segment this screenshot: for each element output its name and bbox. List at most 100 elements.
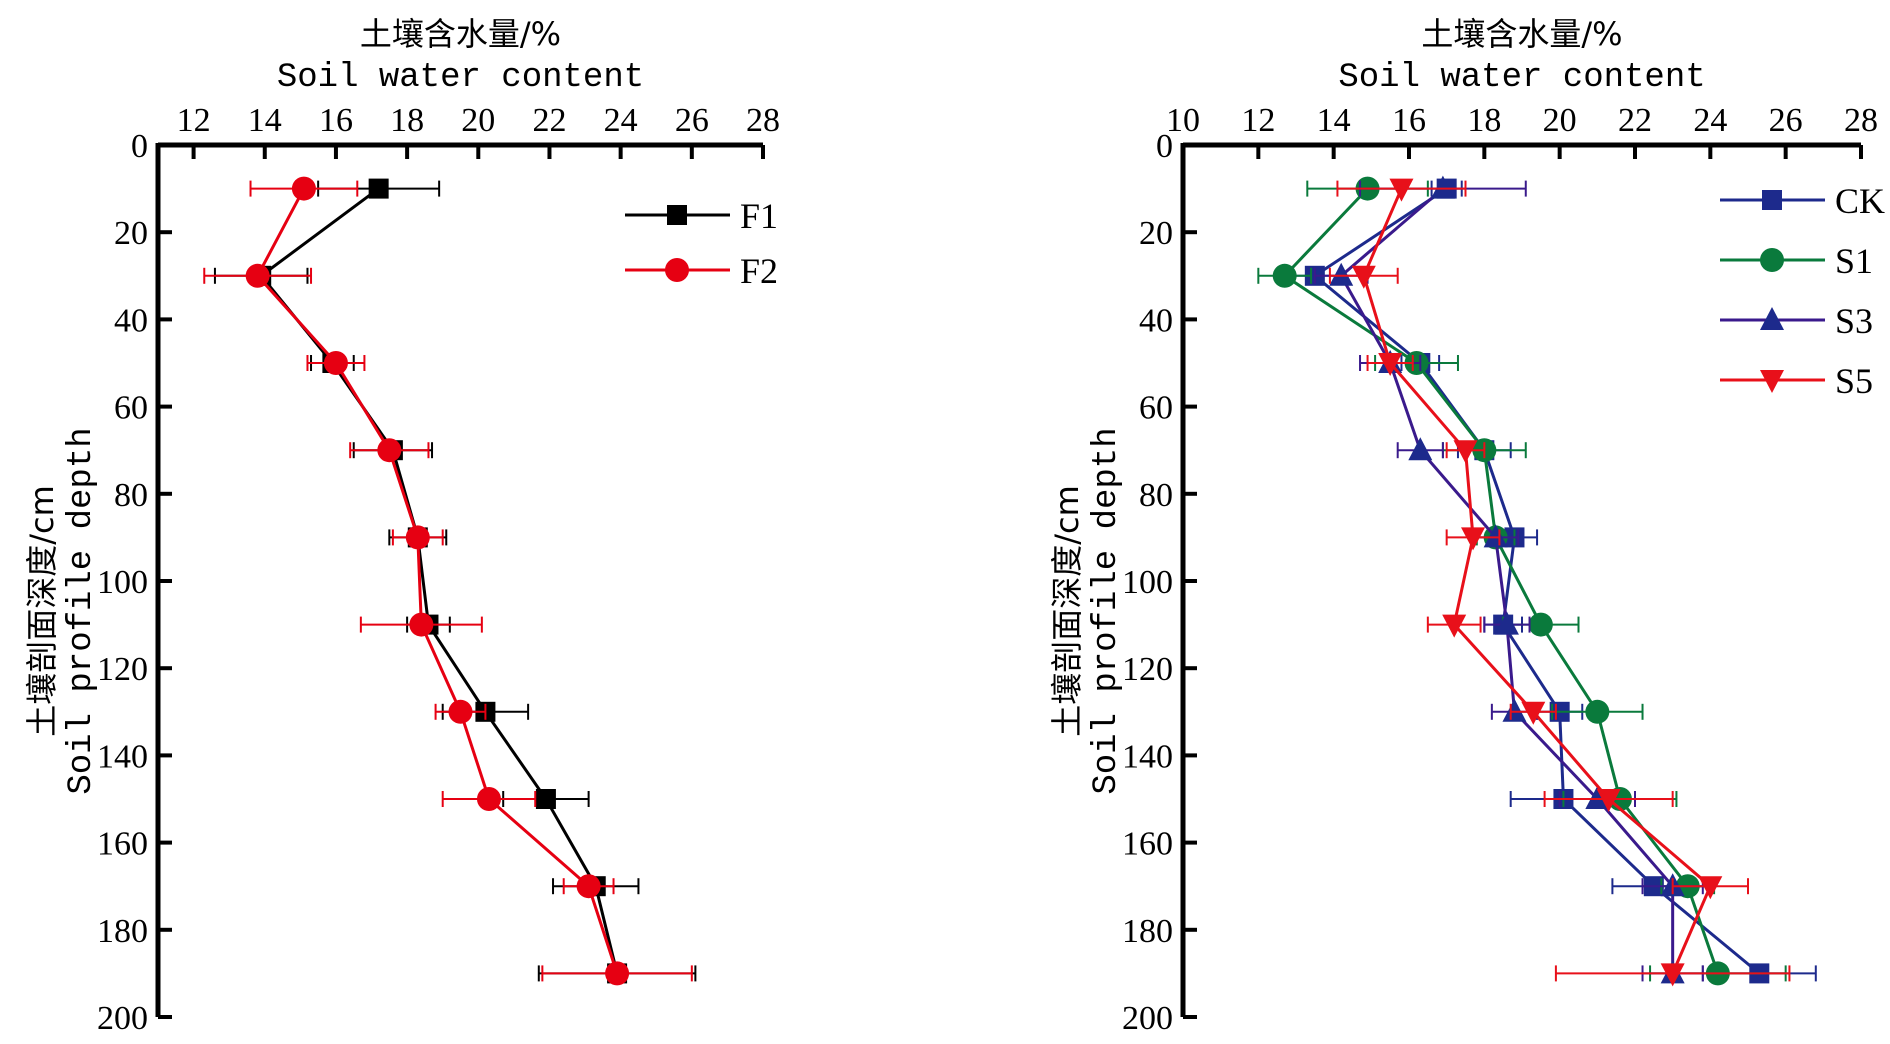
legend-marker: [1760, 248, 1784, 272]
x-tick-label: 26: [1769, 102, 1803, 139]
series-line: [1282, 187, 1720, 974]
series-ck: [1287, 178, 1817, 984]
data-point: [1442, 614, 1467, 638]
legend-label: CK: [1835, 181, 1885, 221]
panel-left: 12 14 16 18 20 22 24 26 28 0 20 40 60 80 100 120 140 160 1…: [23, 15, 780, 1037]
y-tick-label: 20: [114, 215, 148, 252]
y-tick-label: 200: [1122, 1000, 1173, 1037]
y-axis-title: Soil profile depth: [63, 427, 101, 794]
x-axis-title-cn: 土壤含水量/%: [360, 15, 561, 53]
data-point: [1378, 353, 1403, 376]
y-tick-label: 140: [1122, 738, 1173, 775]
data-point: [409, 612, 434, 637]
series-line: [1362, 188, 1713, 974]
data-point: [1461, 527, 1486, 551]
y-axis-title: Soil profile depth: [1088, 427, 1126, 794]
data-point: [1528, 612, 1553, 637]
data-point: [605, 961, 630, 986]
data-point: [1521, 701, 1546, 725]
series-s5: [1328, 178, 1791, 987]
y-tick-label: 60: [114, 390, 148, 427]
series-line: [1312, 187, 1761, 975]
series-s1: [1257, 176, 1787, 986]
legend-item-f2: F2: [625, 251, 778, 291]
y-axis-title-cn: 土壤剖面深度/cm: [1048, 485, 1086, 737]
legend-label: S1: [1835, 241, 1873, 281]
legend-marker: [1760, 307, 1784, 330]
x-tick-label: 28: [1844, 102, 1878, 139]
y-tick-label: 20: [1139, 215, 1173, 252]
legend-item-f1: F1: [625, 196, 778, 236]
data-point: [405, 525, 430, 550]
data-point: [323, 351, 348, 375]
legend-label: S3: [1835, 301, 1873, 341]
x-tick-label: 12: [177, 102, 211, 139]
x-tick-label: 18: [1467, 102, 1501, 139]
x-tick-label: 24: [1693, 102, 1727, 139]
series-line: [255, 187, 619, 974]
data-point: [1494, 611, 1519, 635]
x-tick-label: 16: [319, 102, 353, 139]
y-tick-label: 180: [1122, 913, 1173, 950]
data-point: [1272, 263, 1297, 288]
data-point: [1329, 262, 1354, 286]
series-f2: [203, 176, 693, 986]
data-point: [368, 178, 389, 199]
data-point: [1351, 265, 1376, 289]
x-tick-label: 14: [248, 102, 282, 139]
data-point: [576, 874, 601, 899]
y-tick-label: 100: [97, 564, 148, 601]
data-point: [245, 263, 270, 288]
legend-item-s3: S3: [1720, 301, 1873, 341]
y-tick-label: 100: [1122, 564, 1173, 601]
legend-label: F2: [740, 251, 778, 291]
x-tick-label: 16: [1392, 102, 1426, 139]
x-tick-label: 10: [1166, 102, 1200, 139]
y-tick-label: 140: [97, 738, 148, 775]
series-f1: [213, 178, 697, 984]
data-point: [377, 438, 402, 463]
legend-item-s5: S5: [1720, 361, 1873, 401]
data-point: [1408, 437, 1433, 461]
y-tick-label: 120: [97, 651, 148, 688]
y-tick-label: 160: [1122, 826, 1173, 863]
y-tick-label: 40: [114, 302, 148, 339]
series-line: [259, 187, 619, 974]
y-tick-label: 80: [114, 477, 148, 514]
legend-label: F1: [740, 196, 778, 236]
series-line: [1339, 187, 1675, 974]
data-point: [1585, 699, 1610, 724]
data-point: [1596, 789, 1621, 812]
x-axis-title: Soil water content: [1338, 59, 1705, 97]
y-tick-label: 160: [97, 826, 148, 863]
legend-marker: [1760, 370, 1784, 393]
x-tick-label: 20: [461, 102, 495, 139]
y-tick-label: 0: [1156, 128, 1173, 165]
y-tick-label: 40: [1139, 302, 1173, 339]
data-point: [1389, 178, 1414, 202]
x-axis-title: Soil water content: [277, 59, 644, 97]
data-point: [1453, 440, 1478, 464]
legend-label: S5: [1835, 361, 1873, 401]
data-point: [1698, 876, 1723, 900]
series-s3: [1313, 175, 1704, 984]
legend-marker: [667, 205, 687, 225]
data-point: [476, 787, 501, 811]
data-point: [1430, 175, 1455, 199]
x-tick-label: 22: [532, 102, 566, 139]
legend-item-s1: S1: [1720, 241, 1873, 281]
y-axis-title-cn: 土壤剖面深度/cm: [23, 485, 61, 737]
legend-marker: [1762, 190, 1782, 210]
y-tick-label: 120: [1122, 651, 1173, 688]
x-tick-label: 24: [604, 102, 638, 139]
x-tick-label: 18: [390, 102, 424, 139]
data-point: [535, 789, 556, 809]
y-tick-label: 60: [1139, 390, 1173, 427]
x-tick-label: 22: [1618, 102, 1652, 139]
y-tick-label: 0: [131, 128, 148, 165]
data-point: [291, 176, 316, 201]
y-tick-label: 200: [97, 1000, 148, 1037]
x-tick-label: 12: [1241, 102, 1275, 139]
data-point: [448, 699, 473, 724]
